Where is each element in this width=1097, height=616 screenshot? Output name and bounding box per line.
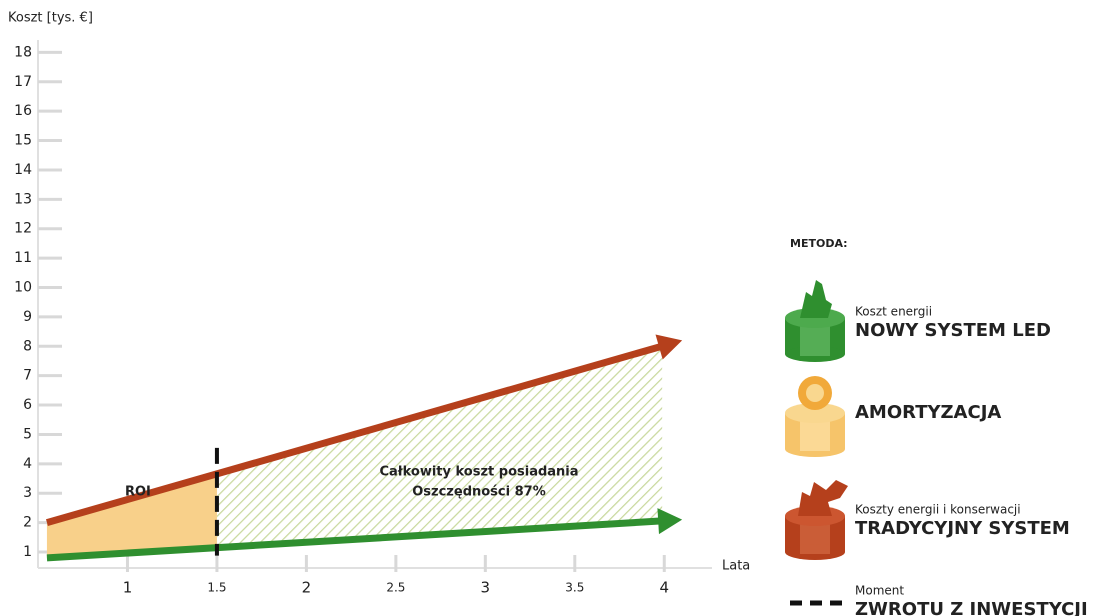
y-tick-label: 2 <box>23 515 32 531</box>
legend-caption: Moment <box>855 584 904 598</box>
y-tick-label: 4 <box>23 456 32 472</box>
y-tick-label: 14 <box>14 162 32 178</box>
y-tick-label: 8 <box>23 338 32 354</box>
series-line <box>45 340 672 526</box>
savings-area <box>216 346 663 548</box>
legend-caption: Koszty energii i konserwacji <box>855 503 1021 517</box>
x-tick-label: 3.5 <box>565 581 584 595</box>
y-tick-label: 16 <box>14 103 32 119</box>
x-tick-label: 1 <box>123 579 133 597</box>
y-tick-label: 3 <box>23 485 32 501</box>
x-tick-label: 3 <box>481 579 491 597</box>
y-tick-label: 18 <box>14 44 32 60</box>
y-tick-label: 15 <box>14 133 32 149</box>
y-tick-label: 7 <box>23 368 32 384</box>
y-tick-label: 9 <box>23 309 32 325</box>
x-tick-label: 2 <box>302 579 312 597</box>
legend-name: AMORTYZACJA <box>855 402 1001 423</box>
legend-caption: Koszt energii <box>855 305 932 319</box>
legend-title: METODA: <box>790 237 848 250</box>
legend-icon-traditional <box>785 480 848 560</box>
legend-name: ZWROTU Z INWESTYCJI <box>855 599 1088 616</box>
amortization-area <box>46 473 217 558</box>
legend-name: TRADYCYJNY SYSTEM <box>855 518 1070 539</box>
savings-label: Całkowity koszt posiadania <box>379 465 578 480</box>
savings-label: Oszczędności 87% <box>412 485 545 500</box>
y-tick-label: 1 <box>23 544 32 560</box>
y-axis-label: Koszt [tys. €] <box>8 11 93 26</box>
y-tick-label: 5 <box>23 426 32 442</box>
arrowhead <box>655 334 683 360</box>
y-tick-label: 6 <box>23 397 32 413</box>
x-axis-label: Lata <box>722 559 750 574</box>
series-line <box>46 516 671 562</box>
y-tick-label: 13 <box>14 191 32 207</box>
y-tick-label: 12 <box>14 221 32 237</box>
y-tick-label: 10 <box>14 280 32 296</box>
arrowhead <box>657 508 683 535</box>
legend-icon-amortization <box>785 376 845 457</box>
x-tick-label: 2.5 <box>386 581 405 595</box>
legend-icon-led <box>785 280 845 362</box>
x-tick-label: 4 <box>659 579 669 597</box>
legend-name: NOWY SYSTEM LED <box>855 320 1051 341</box>
y-tick-label: 11 <box>14 250 32 266</box>
y-tick-label: 17 <box>14 74 32 90</box>
x-tick-label: 1.5 <box>207 581 226 595</box>
roi-label: ROI <box>125 485 151 500</box>
